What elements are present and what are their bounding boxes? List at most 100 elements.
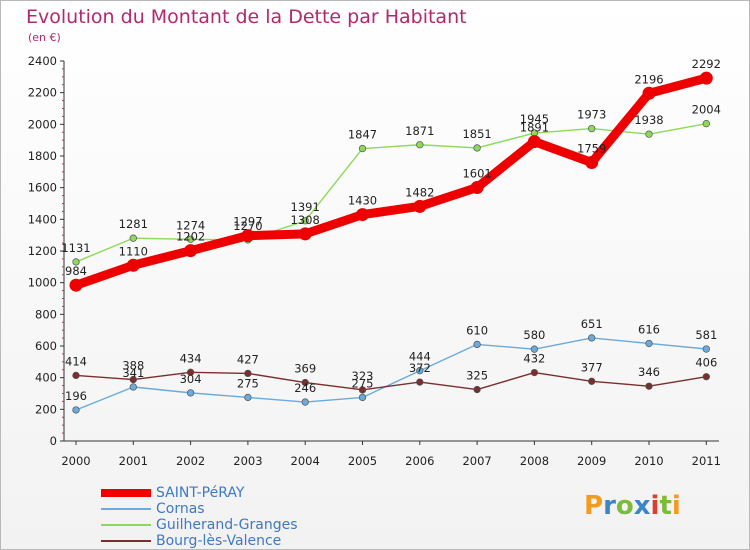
data-label: 1430 [348,194,377,208]
data-label: 1131 [61,241,90,255]
data-label: 1202 [176,230,205,244]
data-label: 1110 [119,244,148,258]
legend-label: Bourg-lès-Valence [156,533,282,549]
legend-label: SAINT-PéRAY [156,485,245,501]
data-label: 1274 [176,218,205,232]
data-point [530,368,539,377]
y-tick-label: 1200 [28,244,57,258]
data-point [72,371,80,380]
data-label: 1938 [634,113,663,127]
x-tick-label: 2007 [462,454,491,468]
data-label: 1297 [233,215,262,229]
data-label: 341 [122,366,144,380]
data-point [72,258,80,266]
data-label: 444 [409,350,431,364]
x-tick-label: 2002 [176,454,205,468]
data-label: 1973 [577,108,606,122]
data-label: 388 [122,359,144,373]
data-point [473,144,481,152]
series-line [75,371,707,391]
data-point [298,227,312,241]
chart-title: Evolution du Montant de la Dette par Hab… [26,6,467,28]
data-point [244,369,252,378]
data-point [473,385,481,394]
y-tick-label: 2400 [28,54,57,68]
data-point [126,258,140,272]
data-label: 610 [466,323,488,337]
data-point [473,340,481,349]
data-point [645,339,653,348]
data-label: 1270 [233,219,262,233]
data-point [588,124,596,133]
data-label: 275 [237,376,259,390]
legend-label: Cornas [156,501,205,517]
logo-letter: i [650,491,660,521]
data-label: 1871 [405,124,434,138]
legend-swatch [101,524,151,526]
data-label: 432 [523,352,545,366]
data-point [702,345,710,353]
data-point [413,199,427,213]
data-point [184,244,198,258]
data-label: 246 [294,381,316,395]
data-label: 581 [695,328,717,342]
data-label: 2196 [634,72,663,86]
data-label: 1945 [520,112,549,126]
data-label: 434 [180,351,202,365]
data-label: 580 [523,328,545,342]
data-point [645,382,653,390]
y-tick-label: 1600 [28,181,57,195]
data-label: 1891 [520,121,549,135]
logo-letter: t [659,491,672,521]
data-point [186,368,195,376]
data-point [699,71,713,85]
x-tick-label: 2010 [634,454,663,468]
data-point [358,144,367,153]
data-label: 1847 [348,128,377,142]
data-point [129,383,137,391]
data-label: 304 [180,372,202,386]
data-point [72,406,80,414]
data-label: 1482 [405,185,434,199]
data-label: 196 [65,389,87,403]
data-label: 372 [409,361,431,375]
x-tick-label: 2008 [520,454,549,468]
logo-letter: r [603,491,616,521]
data-label: 1759 [577,141,606,155]
data-label: 323 [352,369,374,383]
data-label: 369 [294,362,316,376]
data-point [358,393,367,402]
data-label: 1308 [291,213,320,227]
data-point [69,278,83,292]
y-tick-label: 1400 [28,212,57,226]
data-label: 325 [466,369,488,383]
data-point [588,377,596,385]
x-tick-label: 2011 [692,454,721,468]
data-point [356,208,369,222]
data-label: 1281 [119,217,148,231]
x-tick-label: 2005 [348,454,377,468]
data-point [301,398,309,406]
logo-letter: x [633,491,651,521]
logo-letter: i [671,491,681,521]
x-tick-label: 2006 [405,454,434,468]
data-point [416,378,424,386]
data-label: 346 [638,365,660,379]
data-label: 1391 [291,200,320,214]
x-tick-label: 2009 [577,454,606,468]
data-point [301,217,309,225]
data-point [129,234,137,242]
logo-letter: P [584,491,604,521]
data-point [642,86,656,100]
data-point [301,378,309,387]
data-label: 377 [581,360,603,374]
data-point [358,386,367,394]
proxiti-logo: Proxiti [584,491,681,521]
data-point [470,181,484,195]
y-tick-label: 1000 [28,276,57,290]
data-point [416,367,424,375]
chart-subtitle: (en €) [28,31,61,44]
data-label: 414 [65,354,87,368]
data-point [527,135,541,149]
